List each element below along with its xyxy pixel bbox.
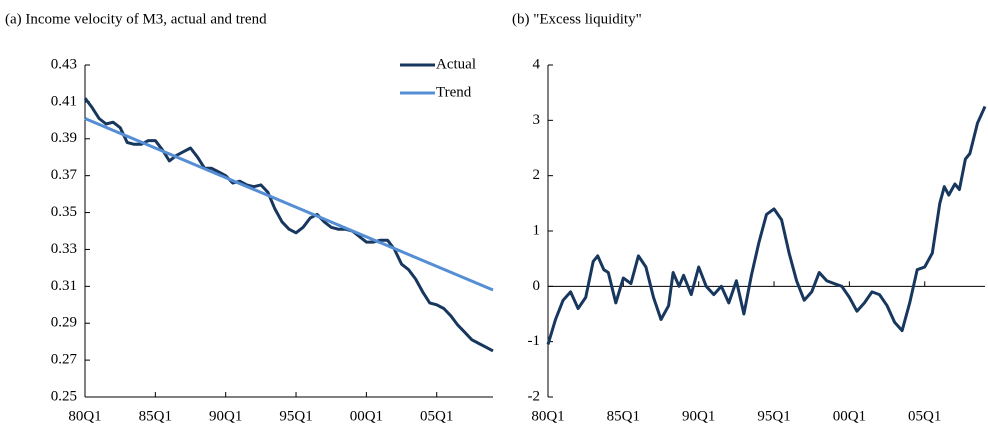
y-tick-label: 0.41: [51, 93, 77, 109]
series-line: [84, 117, 494, 292]
y-tick-label: 0.27: [51, 352, 78, 368]
y-tick-label: 3: [533, 112, 541, 128]
x-tick-label: 85Q1: [607, 408, 640, 424]
y-tick-label: 4: [533, 56, 541, 72]
x-tick-label: 90Q1: [682, 408, 715, 424]
x-tick-label: 80Q1: [531, 408, 564, 424]
legend-label: Trend: [436, 84, 472, 100]
x-tick-label: 80Q1: [68, 408, 101, 424]
panel-title: (a) Income velocity of M3, actual and tr…: [5, 11, 267, 27]
x-tick-label: 05Q1: [420, 408, 453, 424]
y-tick-label: -2: [528, 388, 541, 404]
y-tick-label: 0.35: [51, 204, 77, 220]
y-tick-label: 0.39: [51, 130, 77, 146]
panel-title: (b) "Excess liquidity": [512, 11, 642, 27]
x-tick-label: 00Q1: [833, 408, 866, 424]
y-tick-label: 0.37: [51, 167, 78, 183]
x-tick-label: 85Q1: [139, 408, 172, 424]
y-tick-label: 0: [533, 278, 541, 294]
y-tick-label: 0.33: [51, 241, 77, 257]
y-tick-label: 2: [533, 167, 541, 183]
y-tick-label: -1: [528, 333, 541, 349]
x-tick-label: 95Q1: [757, 408, 790, 424]
x-tick-label: 00Q1: [350, 408, 383, 424]
y-tick-label: 0.25: [51, 388, 77, 404]
y-tick-label: 1: [533, 222, 541, 238]
series-line: [83, 97, 494, 353]
y-tick-label: 0.43: [51, 56, 77, 72]
y-tick-label: 0.29: [51, 315, 77, 331]
y-tick-label: 0.31: [51, 278, 77, 294]
series-line: [546, 105, 987, 345]
x-tick-label: 95Q1: [279, 408, 312, 424]
x-tick-label: 90Q1: [209, 408, 242, 424]
legend-label: Actual: [436, 56, 476, 72]
x-tick-label: 05Q1: [908, 408, 941, 424]
